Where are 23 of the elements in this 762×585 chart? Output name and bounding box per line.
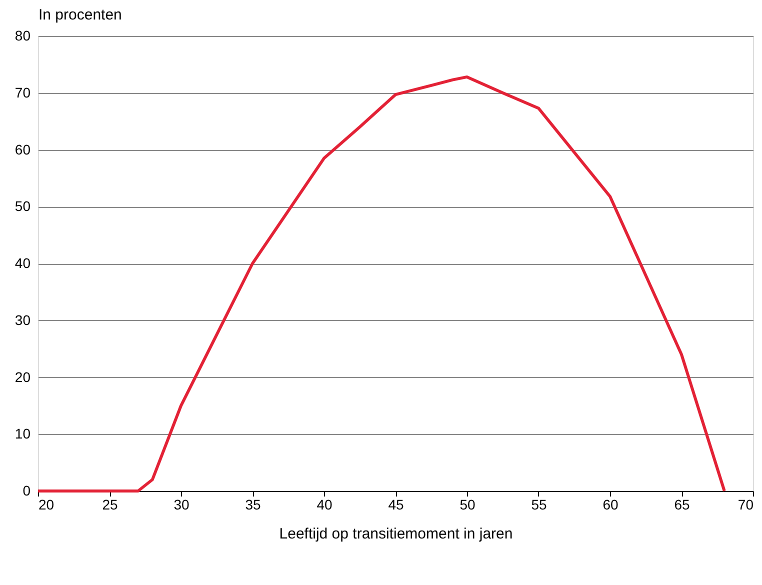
y-tick-label: 10 [14,426,31,442]
y-tick-label: 50 [14,198,31,214]
x-tick-label: 45 [388,496,404,512]
x-tick-label: 40 [316,496,332,512]
line-series [36,75,726,492]
x-tick-label: 30 [174,496,190,512]
y-tick-label: 20 [14,368,31,385]
y-tick-label: 40 [14,255,31,271]
x-tick-label: 50 [460,496,476,512]
x-axis-title: Leeftijd op transitiemoment in jaren [279,526,513,542]
x-tick-label: 65 [674,496,690,512]
x-tick-label: 35 [245,496,261,512]
y-axis-title: In procenten [38,6,122,24]
x-tick-label: 60 [602,496,618,512]
x-tick-label: 25 [102,496,118,512]
y-tick-label: 60 [14,141,31,158]
x-tick-label: 20 [38,496,54,512]
y-tick-label: 80 [14,28,31,44]
y-tick-label: 30 [14,312,31,328]
y-tick-label: 0 [22,482,31,498]
x-tick-label: 55 [531,496,547,512]
x-tick-label: 70 [738,496,754,512]
y-tick-label: 70 [14,84,31,100]
